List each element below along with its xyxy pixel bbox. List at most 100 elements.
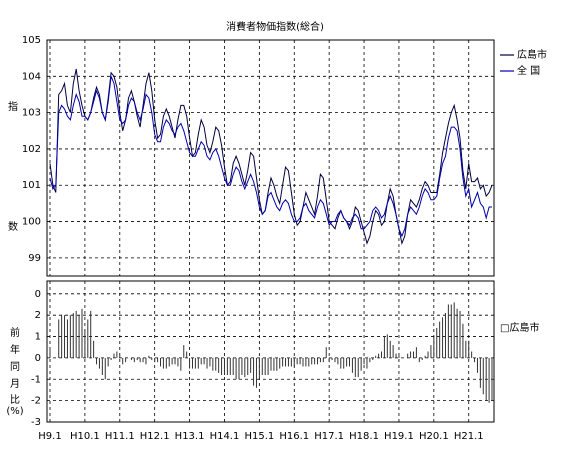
bar xyxy=(136,357,138,361)
bar xyxy=(261,357,263,375)
y-axis-label: 年 xyxy=(10,343,20,356)
bar xyxy=(49,349,51,358)
y-tick-label: 105 xyxy=(22,35,41,46)
bar xyxy=(212,357,214,371)
bar xyxy=(369,357,371,363)
bar xyxy=(447,304,449,358)
bar xyxy=(456,308,458,358)
bar xyxy=(171,357,173,365)
x-tick-label: H9.1 xyxy=(38,431,61,442)
x-tick-label: H15.1 xyxy=(244,431,274,442)
y-axis-label: 月 xyxy=(10,378,20,390)
bar xyxy=(90,310,92,358)
bar xyxy=(165,357,167,369)
x-tick-label: H13.1 xyxy=(175,431,205,442)
bar xyxy=(488,357,490,403)
bar xyxy=(351,357,353,373)
bar xyxy=(349,357,351,367)
bar xyxy=(378,353,380,358)
bar xyxy=(325,347,327,358)
bar xyxy=(107,357,109,367)
bar xyxy=(93,340,95,358)
bar xyxy=(360,357,362,371)
bar xyxy=(389,340,391,358)
bar xyxy=(415,347,417,358)
bar xyxy=(418,357,420,363)
bar xyxy=(395,353,397,358)
bar xyxy=(194,357,196,369)
bar xyxy=(142,357,144,363)
bar xyxy=(474,357,476,363)
bar xyxy=(168,357,170,367)
bar xyxy=(218,357,220,373)
x-tick-label: H17.1 xyxy=(314,431,344,442)
y-tick-label: -1 xyxy=(31,374,41,385)
bar xyxy=(308,357,310,367)
bar xyxy=(189,357,191,369)
bar xyxy=(299,357,301,365)
bar xyxy=(322,357,324,363)
bar xyxy=(386,334,388,358)
bar xyxy=(267,357,269,375)
y-axis-label: 数 xyxy=(8,220,18,233)
bar xyxy=(122,357,124,365)
bar xyxy=(290,357,292,367)
bar xyxy=(276,357,278,371)
chart-title: 消費者物価指数(総合) xyxy=(226,20,324,33)
bar xyxy=(410,351,412,358)
bar xyxy=(157,357,159,363)
bar xyxy=(383,336,385,358)
bar xyxy=(75,310,77,358)
bar xyxy=(439,321,441,358)
bar xyxy=(421,357,423,361)
bar xyxy=(424,355,426,358)
y-tick-label: 102 xyxy=(22,144,41,155)
bar xyxy=(174,357,176,365)
bar xyxy=(453,302,455,358)
bar xyxy=(148,355,150,358)
bar xyxy=(476,357,478,373)
bar xyxy=(215,357,217,371)
bar xyxy=(357,357,359,378)
y-axis-label: (%) xyxy=(6,406,23,417)
bar xyxy=(436,328,438,358)
bar xyxy=(317,357,319,365)
y-tick-label: -2 xyxy=(31,396,41,407)
x-tick-label: H14.1 xyxy=(210,431,240,442)
y-tick-label: 1 xyxy=(35,332,41,343)
bar xyxy=(273,357,275,371)
bar xyxy=(279,357,281,369)
bar xyxy=(293,357,295,367)
bar xyxy=(334,357,336,363)
bar xyxy=(180,357,182,371)
bar xyxy=(186,351,188,358)
y-axis-label: 同 xyxy=(10,361,20,373)
bar xyxy=(244,357,246,378)
bar xyxy=(462,323,464,358)
legend-label: □広島市 xyxy=(500,321,539,334)
y-axis-label: 比 xyxy=(10,394,20,406)
bar xyxy=(459,310,461,358)
bar xyxy=(372,357,374,361)
bar xyxy=(226,357,228,375)
y-tick-label: 99 xyxy=(28,253,41,264)
bar xyxy=(270,357,272,371)
bar xyxy=(468,340,470,358)
y-axis-label: 指 xyxy=(8,100,18,113)
y-tick-label: 0 xyxy=(35,289,41,300)
bar xyxy=(433,336,435,358)
bar xyxy=(145,357,147,365)
bar xyxy=(209,357,211,367)
bar xyxy=(81,308,83,358)
bar xyxy=(69,315,71,358)
bar xyxy=(229,357,231,375)
bar xyxy=(238,357,240,380)
bar xyxy=(255,357,257,388)
bar xyxy=(296,357,298,365)
bar xyxy=(151,357,153,361)
bar xyxy=(482,357,484,395)
x-tick-label: H10.1 xyxy=(70,431,100,442)
y-tick-label: 0 xyxy=(35,353,41,364)
bar xyxy=(235,357,237,380)
bar xyxy=(119,355,121,358)
